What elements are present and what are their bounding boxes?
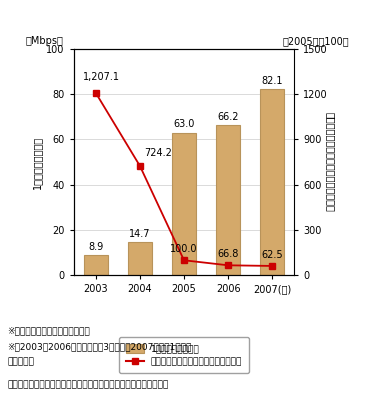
Text: 100.0: 100.0	[170, 244, 198, 254]
Text: 82.1: 82.1	[262, 76, 283, 86]
Bar	[84, 255, 108, 275]
Bar	[128, 242, 152, 275]
Text: （出典）「ユビキタスネットワーク社会の現状に関する調査研究」: （出典）「ユビキタスネットワーク社会の現状に関する調査研究」	[7, 381, 169, 390]
Text: （2005年＝100）: （2005年＝100）	[283, 36, 350, 46]
Text: の数値: の数値	[7, 357, 34, 366]
Text: 1,207.1: 1,207.1	[82, 72, 120, 82]
Bar	[216, 125, 240, 275]
Text: （Mbps）: （Mbps）	[25, 36, 63, 46]
Bar	[260, 89, 284, 275]
Y-axis label: 1社当たり利用容量: 1社当たり利用容量	[32, 135, 42, 189]
Text: 63.0: 63.0	[173, 119, 195, 129]
Text: 66.2: 66.2	[217, 112, 239, 122]
Text: 66.8: 66.8	[217, 249, 239, 259]
Legend: 1社当たり利用容量, 単位容量当たりの回線利用料（指数）: 1社当たり利用容量, 単位容量当たりの回線利用料（指数）	[119, 337, 249, 373]
Text: 14.7: 14.7	[129, 229, 151, 239]
Y-axis label: 単位容量当たりの回線利用料（指数）: 単位容量当たりの回線利用料（指数）	[325, 112, 335, 212]
Text: 724.2: 724.2	[144, 148, 172, 158]
Bar	[172, 132, 196, 275]
Text: ※　2003～2006年はそれぞれ3月時点、2007年のみ1月時点: ※ 2003～2006年はそれぞれ3月時点、2007年のみ1月時点	[7, 342, 192, 351]
Text: 8.9: 8.9	[88, 242, 103, 252]
Text: ※　主要通信事業者の加重平均値: ※ 主要通信事業者の加重平均値	[7, 326, 90, 335]
Text: 62.5: 62.5	[261, 250, 283, 260]
